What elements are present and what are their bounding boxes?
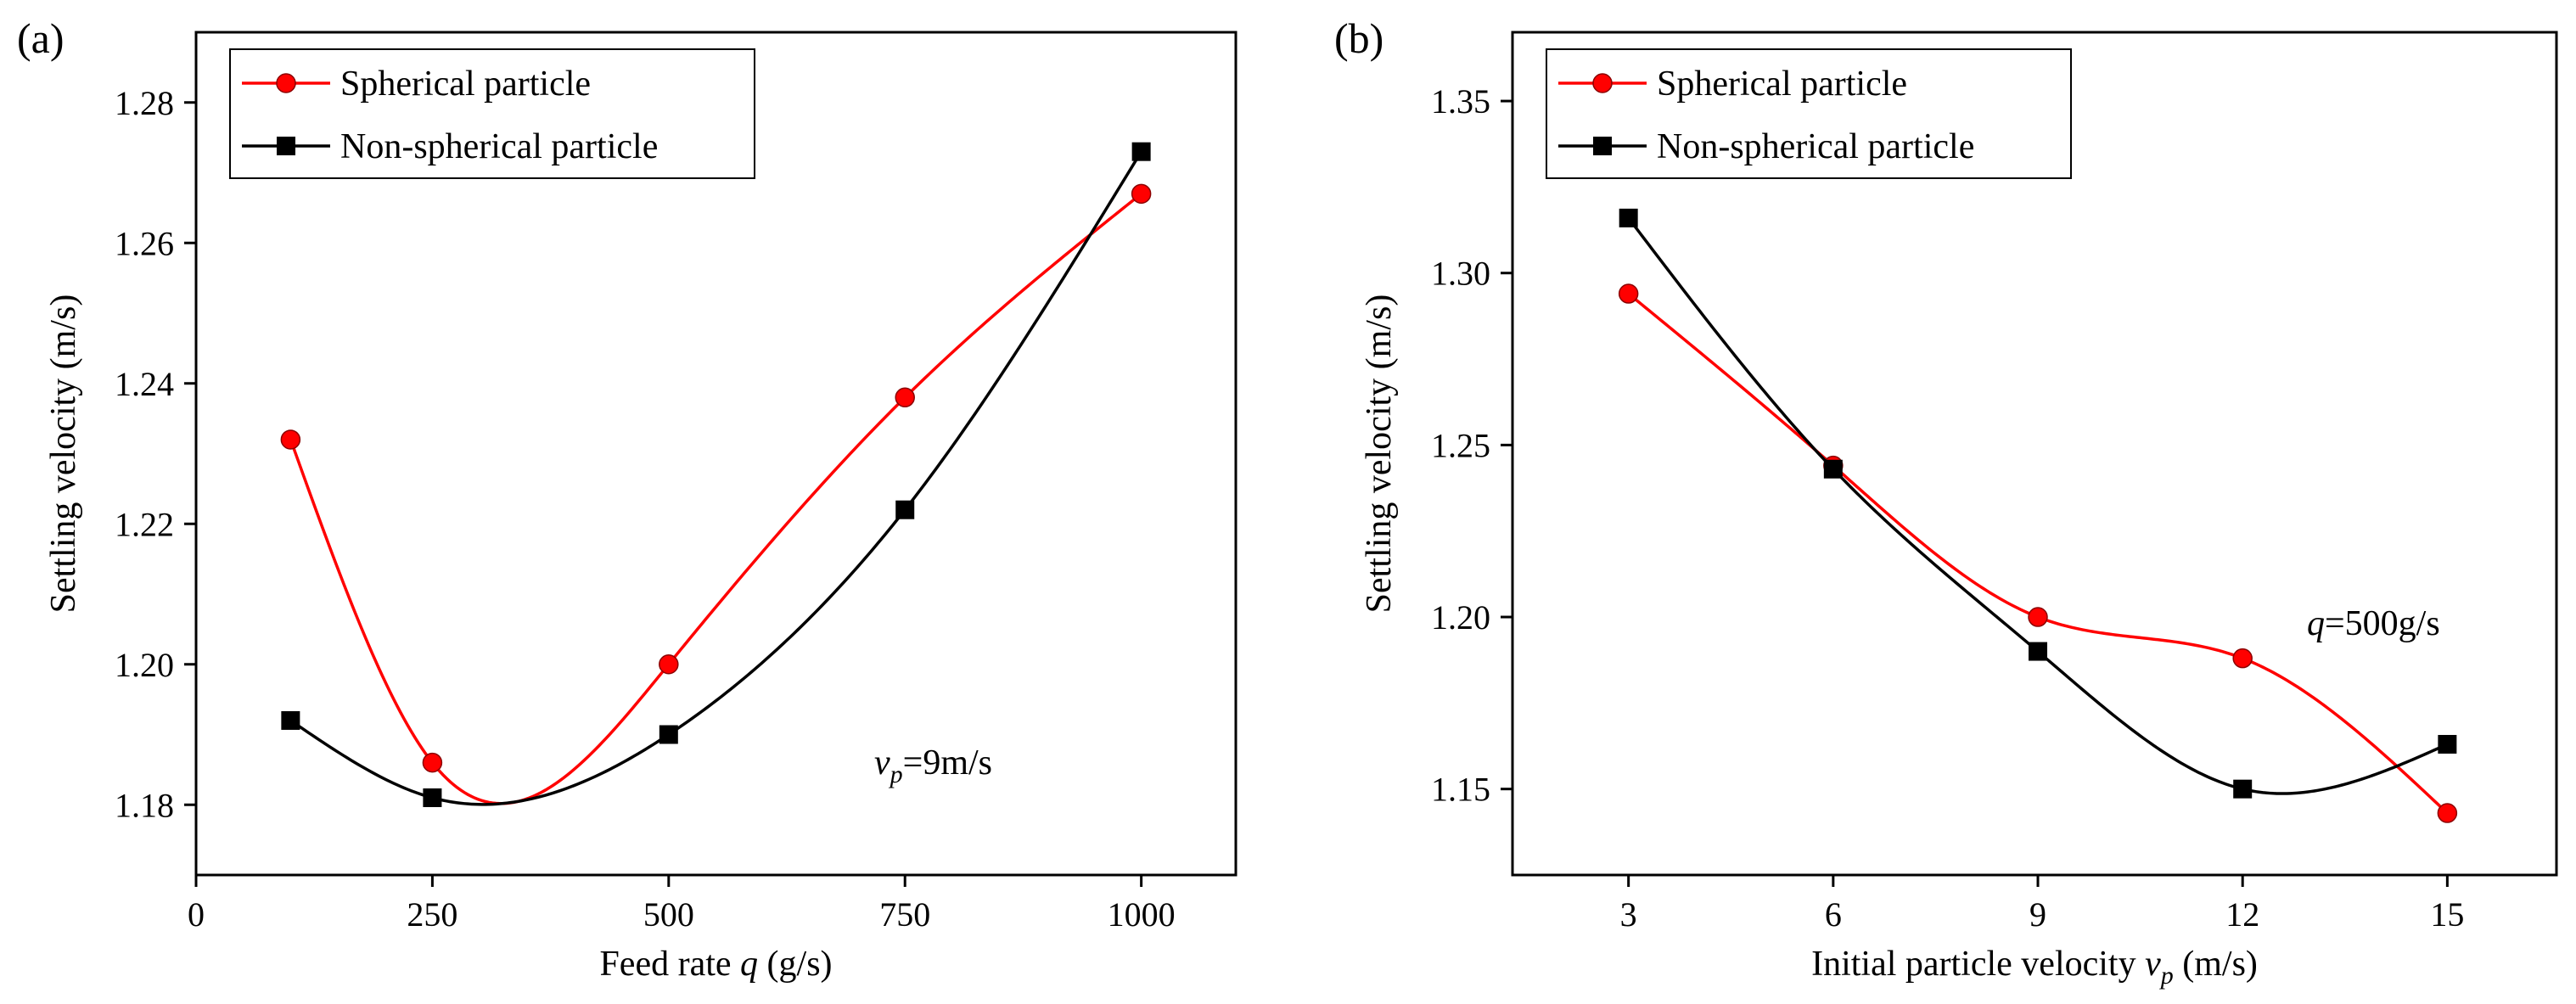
non-spherical-point bbox=[281, 710, 300, 730]
x-axis-label-var: q bbox=[740, 945, 758, 984]
y-tick-label: 1.18 bbox=[115, 786, 174, 824]
spherical-point bbox=[2437, 803, 2458, 823]
non-spherical-point bbox=[2438, 734, 2457, 754]
spherical-curve bbox=[1627, 292, 2449, 815]
annotation-text: =500g/s bbox=[2325, 604, 2440, 643]
y-tick-label: 1.30 bbox=[1431, 255, 1490, 293]
y-tick-label: 1.24 bbox=[115, 365, 174, 403]
spherical-point bbox=[1618, 283, 1639, 304]
panel-a: (a) 0 250 500 750 1000 1.18 1.20 1.22 1.24 1.26 1.2… bbox=[17, 14, 1237, 984]
legend: Spherical particle Non-spherical particle bbox=[229, 48, 755, 179]
x-axis-label: Feed rate q (g/s) bbox=[599, 945, 832, 984]
non-spherical-point bbox=[659, 725, 678, 744]
non-spherical-point bbox=[1619, 208, 1638, 227]
x-axis-label-sub: p bbox=[2159, 962, 2174, 990]
plot-frame bbox=[1511, 31, 2558, 877]
legend: Spherical particle Non-spherical particle bbox=[1546, 48, 2072, 179]
spherical-point bbox=[659, 654, 679, 675]
non-spherical-curve bbox=[289, 150, 1143, 806]
y-tick-label: 1.15 bbox=[1431, 771, 1490, 809]
x-axis-label-prefix: Feed rate bbox=[599, 945, 740, 984]
spherical-point bbox=[2028, 607, 2048, 627]
non-spherical-point bbox=[1823, 459, 1843, 479]
x-tick-label: 0 bbox=[188, 895, 205, 934]
x-tick-label: 9 bbox=[2029, 895, 2046, 934]
non-spherical-point bbox=[1131, 142, 1151, 161]
legend-marker-non-spherical bbox=[277, 137, 295, 155]
legend-marker-spherical bbox=[1592, 73, 1613, 93]
x-tick-label: 250 bbox=[407, 895, 457, 934]
x-tick-label: 500 bbox=[643, 895, 694, 934]
y-tick-label: 1.35 bbox=[1431, 82, 1490, 121]
x-axis-label-suffix: (g/s) bbox=[758, 945, 833, 984]
legend-label-non-spherical: Non-spherical particle bbox=[340, 127, 658, 166]
panel-b: (b) 3 6 9 12 15 1.15 1.20 1.25 1.30 1.35 Initial pa… bbox=[1334, 14, 2558, 990]
x-tick-label: 750 bbox=[879, 895, 930, 934]
non-spherical-point bbox=[2233, 779, 2253, 799]
legend-box bbox=[229, 48, 755, 179]
panel-label: (a) bbox=[17, 14, 65, 62]
y-tick-label: 1.22 bbox=[115, 505, 174, 543]
annotation-sub: p bbox=[889, 760, 903, 788]
x-axis-label-prefix: Initial particle velocity bbox=[1811, 945, 2145, 984]
condition-annotation: q=500g/s bbox=[2307, 604, 2440, 643]
annotation-var: q bbox=[2307, 604, 2325, 643]
spherical-point bbox=[422, 752, 443, 773]
spherical-point bbox=[2232, 648, 2253, 669]
spherical-point bbox=[280, 429, 301, 450]
panel-label: (b) bbox=[1334, 14, 1383, 62]
legend-label-spherical: Spherical particle bbox=[340, 65, 591, 104]
y-tick-label: 1.28 bbox=[115, 84, 174, 122]
annotation-var: v bbox=[874, 743, 890, 782]
legend-label-spherical: Spherical particle bbox=[1657, 65, 1907, 104]
x-tick-label: 6 bbox=[1825, 895, 1842, 934]
spherical-point bbox=[895, 387, 915, 408]
x-tick-label: 15 bbox=[2430, 895, 2464, 934]
x-tick-label: 1000 bbox=[1108, 895, 1176, 934]
x-tick-label: 12 bbox=[2225, 895, 2259, 934]
y-tick-label: 1.26 bbox=[115, 224, 174, 262]
legend-label-non-spherical: Non-spherical particle bbox=[1657, 127, 1974, 166]
legend-box bbox=[1546, 48, 2072, 179]
x-axis-label-var: v bbox=[2145, 945, 2161, 984]
non-spherical-point bbox=[423, 788, 442, 807]
y-tick-label: 1.25 bbox=[1431, 426, 1490, 464]
spherical-curve bbox=[289, 192, 1142, 805]
spherical-point bbox=[1131, 183, 1152, 205]
x-axis-label-suffix: (m/s) bbox=[2174, 945, 2258, 984]
plot-frame bbox=[194, 31, 1237, 877]
x-axis-label: Initial particle velocity vp (m/s) bbox=[1811, 945, 2258, 990]
x-tick-label: 3 bbox=[1620, 895, 1637, 934]
y-tick-label: 1.20 bbox=[115, 646, 174, 684]
condition-annotation: vp=9m/s bbox=[874, 743, 992, 788]
non-spherical-point bbox=[2029, 642, 2048, 661]
y-axis-label: Settling velocity (m/s) bbox=[1360, 294, 1399, 614]
y-tick-label: 1.20 bbox=[1431, 598, 1490, 637]
annotation-text: =9m/s bbox=[903, 743, 992, 782]
non-spherical-point bbox=[895, 500, 915, 519]
y-axis-label: Settling velocity (m/s) bbox=[44, 294, 83, 614]
legend-marker-spherical bbox=[276, 73, 296, 93]
legend-marker-non-spherical bbox=[1593, 137, 1612, 155]
